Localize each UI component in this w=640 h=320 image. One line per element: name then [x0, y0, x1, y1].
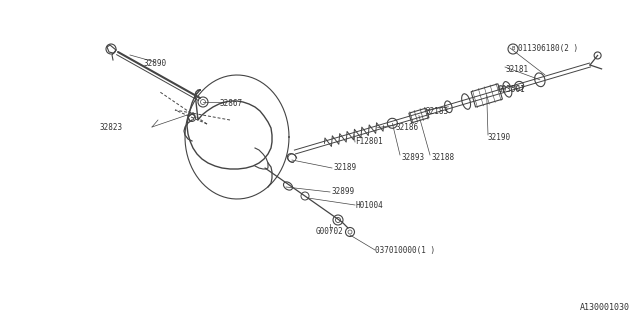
Text: 32188: 32188	[431, 153, 454, 162]
Text: 011306180(2 ): 011306180(2 )	[518, 44, 578, 53]
Text: B: B	[511, 46, 515, 52]
Text: 32186: 32186	[395, 123, 418, 132]
Text: 32183: 32183	[425, 108, 448, 116]
Text: G93501: G93501	[498, 84, 525, 93]
Text: 32190: 32190	[488, 132, 511, 141]
Text: 32867: 32867	[220, 100, 243, 108]
Text: 037010000(1 ): 037010000(1 )	[375, 245, 435, 254]
Text: 32181: 32181	[505, 65, 528, 74]
Text: 32189: 32189	[333, 164, 356, 172]
Text: H01004: H01004	[356, 201, 384, 210]
Polygon shape	[471, 84, 502, 107]
Text: 32890: 32890	[143, 60, 166, 68]
Text: G00702: G00702	[316, 228, 344, 236]
Polygon shape	[409, 108, 429, 123]
Text: F12801: F12801	[355, 138, 383, 147]
Text: 32823: 32823	[100, 123, 123, 132]
Text: 32899: 32899	[331, 188, 354, 196]
Text: 32893: 32893	[401, 153, 424, 162]
Text: A130001030: A130001030	[580, 303, 630, 312]
